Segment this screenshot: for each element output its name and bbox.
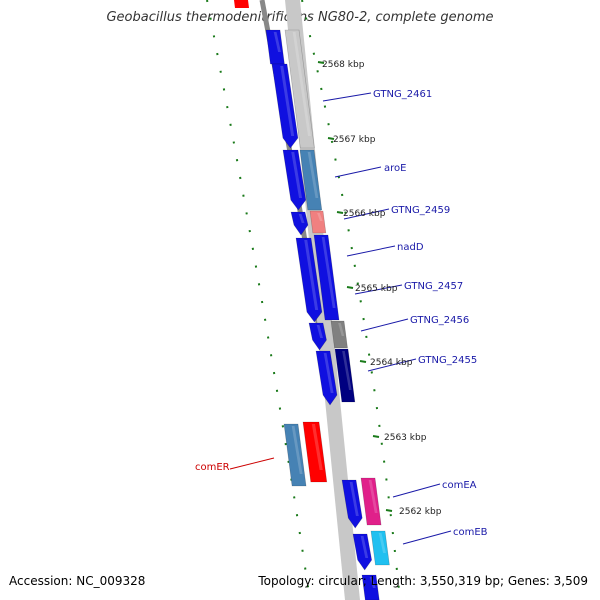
gene-label-comeb[interactable]: comEB bbox=[453, 527, 488, 538]
cds-gene-comer-red-shade bbox=[311, 424, 323, 470]
gene-label-comea[interactable]: comEA bbox=[442, 480, 477, 491]
leader-line bbox=[360, 318, 409, 332]
gene-label-gtng-2456[interactable]: GTNG_2456 bbox=[410, 315, 469, 326]
cds-gene-right-pink-shade bbox=[317, 213, 323, 221]
gene-label-aroe[interactable]: aroE bbox=[384, 163, 406, 174]
gene-label-gtng-2461[interactable]: GTNG_2461 bbox=[373, 89, 432, 100]
cds-gene-comeb-shade bbox=[360, 536, 369, 558]
position-label: 2566 kbp bbox=[343, 209, 386, 219]
cds-gene-top-red bbox=[234, 0, 249, 8]
position-label: 2567 kbp bbox=[333, 135, 376, 145]
cds-gene-gtng-2459 bbox=[290, 211, 309, 236]
cds-gene-right-steel-shade bbox=[307, 152, 319, 198]
cds-gene-gtng-2456-shade bbox=[323, 353, 334, 393]
inner-tick-track bbox=[301, 0, 401, 600]
cds-gene-tail bbox=[361, 574, 380, 600]
cds-gene-nadd bbox=[295, 237, 323, 323]
cds-gene-right-gray2-shade bbox=[338, 323, 345, 336]
position-label: 2564 kbp bbox=[370, 358, 413, 368]
leader-line bbox=[229, 457, 275, 470]
cds-gene-comer-red bbox=[302, 421, 328, 483]
cds-gene-right-navy-shade bbox=[342, 351, 352, 390]
cds-gene-right-navy bbox=[334, 348, 356, 403]
cds-gene-right-magenta-shade bbox=[368, 480, 378, 513]
cds-gene-comer-steel bbox=[283, 423, 307, 487]
leader-line bbox=[402, 530, 452, 545]
cds-gene-gtng-2461-shade bbox=[280, 66, 295, 136]
label-leaders bbox=[229, 61, 452, 545]
cds-gene-right-blue-shade bbox=[321, 237, 336, 308]
cds-gene-gtng-2456 bbox=[315, 350, 338, 406]
cds-gene-gtng-2461 bbox=[271, 63, 299, 149]
position-label: 2563 kbp bbox=[384, 433, 427, 443]
leader-line bbox=[392, 483, 441, 498]
leader-line bbox=[367, 358, 417, 372]
position-tick bbox=[372, 435, 380, 438]
cds-gene-comer-steel-shade bbox=[291, 426, 303, 474]
leader-line bbox=[343, 208, 390, 220]
leader-line bbox=[346, 245, 396, 257]
position-tick bbox=[317, 61, 325, 64]
position-label: 2565 kbp bbox=[355, 284, 398, 294]
cds-gene-comea bbox=[341, 479, 363, 529]
cds-gene-gtng-2457-shade bbox=[316, 325, 324, 338]
gene-features bbox=[234, 0, 390, 600]
position-tick bbox=[346, 286, 354, 289]
cds-gene-right-cyan-shade bbox=[378, 533, 386, 553]
cds-gene-gtng-2457 bbox=[308, 322, 327, 351]
position-tick bbox=[385, 509, 393, 512]
leader-line bbox=[334, 166, 382, 178]
position-tick bbox=[336, 211, 344, 214]
accession-label: Accession: NC_009328 bbox=[9, 574, 146, 588]
outer-tick-track bbox=[206, 0, 311, 600]
leader-line bbox=[354, 284, 403, 295]
leader-line bbox=[322, 92, 372, 102]
cds-gene-right-steel bbox=[299, 149, 323, 211]
cds-gene-shade bbox=[273, 32, 281, 52]
cds-gene-right-blue bbox=[313, 234, 340, 321]
cds-gene-gtng-2459-shade bbox=[298, 214, 305, 223]
cds-gene-tail-shade bbox=[369, 577, 376, 588]
position-tick bbox=[327, 137, 335, 140]
cds-gene-comea-shade bbox=[349, 482, 359, 516]
cds-gene-aroe-shade bbox=[291, 152, 303, 198]
cds-gene-right-magenta bbox=[360, 477, 382, 526]
gene-label-gtng-2455[interactable]: GTNG_2455 bbox=[418, 355, 477, 366]
position-label: 2562 kbp bbox=[399, 507, 442, 517]
cds-gene-nadd-shade bbox=[304, 240, 319, 310]
cds-gene-right-pink bbox=[309, 210, 327, 234]
rna-label-comer[interactable]: comER bbox=[195, 462, 230, 473]
cds-gene-comeb bbox=[352, 533, 372, 571]
topology-label: Topology: circular; Length: 3,550,319 bp… bbox=[258, 574, 588, 588]
cds-gene-right-gray-shade bbox=[292, 32, 311, 136]
gene-label-gtng-2459[interactable]: GTNG_2459 bbox=[391, 205, 450, 216]
cds-gene-aroe bbox=[282, 149, 307, 211]
cds-gene-right-cyan bbox=[370, 530, 390, 566]
position-tick bbox=[359, 360, 367, 363]
gene-label-nadd[interactable]: nadD bbox=[397, 242, 424, 253]
position-label: 2568 kbp bbox=[322, 60, 365, 70]
gene-label-gtng-2457[interactable]: GTNG_2457 bbox=[404, 281, 463, 292]
cds-gene-right-gray bbox=[284, 29, 315, 149]
cds-gene-right-gray2 bbox=[330, 320, 348, 349]
